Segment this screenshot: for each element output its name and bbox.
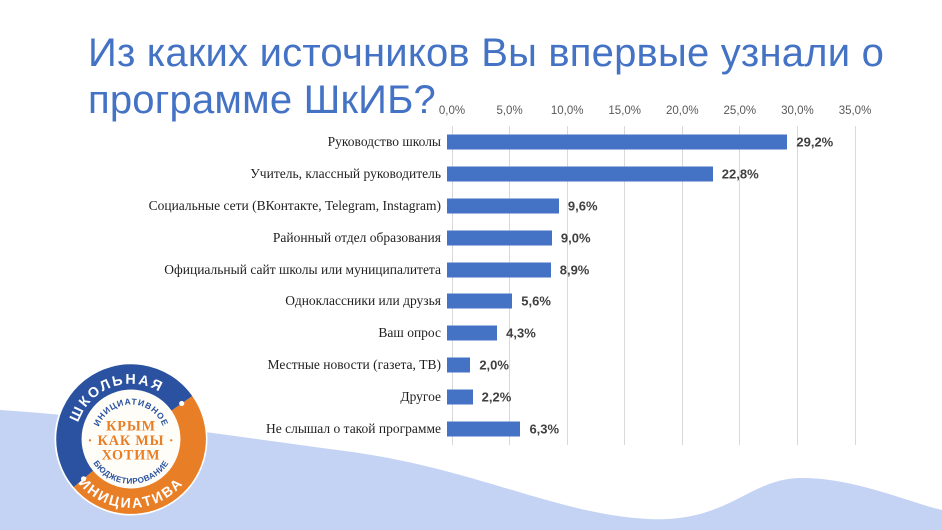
bar bbox=[447, 421, 521, 437]
category-label: Не слышал о такой программе bbox=[265, 421, 441, 437]
bar-track: 29,2% bbox=[447, 126, 855, 158]
category-label: Учитель, классный руководитель bbox=[250, 165, 441, 181]
value-label: 5,6% bbox=[521, 293, 551, 309]
bar bbox=[447, 198, 559, 214]
logo-ring-dot-left bbox=[80, 476, 87, 482]
value-label: 29,2% bbox=[796, 134, 834, 150]
chart-row: Ваш опрос 4,3% bbox=[0, 317, 855, 349]
value-label: 2,0% bbox=[479, 357, 509, 373]
value-label: 4,3% bbox=[506, 325, 536, 341]
x-axis-tick: 10,0% bbox=[550, 105, 584, 117]
chart-row: Одноклассники или друзья 5,6% bbox=[0, 286, 855, 318]
category-label: Ваш опрос bbox=[378, 325, 441, 341]
chart-row: Не слышал о такой программе 6,3% bbox=[0, 413, 855, 445]
value-label: 6,3% bbox=[529, 421, 560, 437]
gridline bbox=[681, 126, 683, 445]
category-label: Официальный сайт школы или муниципалитет… bbox=[164, 261, 441, 277]
page-title-line1: Из каких источников Вы впервые узнали о bbox=[88, 31, 885, 75]
gridline bbox=[854, 126, 856, 445]
chart-row: Учитель, классный руководитель 22,8% bbox=[0, 158, 855, 190]
x-axis-tick: 5,0% bbox=[496, 105, 523, 117]
logo-ring-blue bbox=[56, 364, 193, 488]
logo-center-line2: · КАК МЫ · bbox=[88, 433, 175, 449]
logo-ring-dot-right bbox=[179, 400, 185, 407]
x-axis: 0,0% 5,0% 10,0% 15,0% 20,0% 25,0% 30,0% 35,0% bbox=[439, 105, 871, 119]
bar bbox=[447, 293, 513, 309]
page-title: Из каких источников Вы впервые узнали о … bbox=[88, 30, 888, 124]
chart-rows: Руководство школы 29,2% Учитель, классный … bbox=[0, 126, 855, 445]
gridline bbox=[739, 126, 741, 445]
bar-track: 8,9% bbox=[447, 254, 855, 286]
x-axis-tick: 30,0% bbox=[781, 105, 814, 117]
bar-track: 5,6% bbox=[447, 286, 855, 318]
category-label: Местные новости (газета, ТВ) bbox=[267, 357, 441, 373]
x-axis-tick: 35,0% bbox=[838, 105, 872, 117]
bar-track: 4,3% bbox=[447, 317, 855, 349]
category-label: Социальные сети (ВКонтакте, Telegram, In… bbox=[148, 197, 441, 213]
bar bbox=[447, 134, 788, 150]
bar-track: 2,0% bbox=[447, 349, 855, 381]
logo-ring-orange bbox=[73, 396, 206, 514]
bar-track: 2,2% bbox=[447, 381, 855, 413]
gridline bbox=[509, 126, 511, 445]
bar bbox=[447, 262, 551, 278]
gridline bbox=[566, 126, 568, 445]
bar-track: 9,6% bbox=[447, 190, 855, 222]
gridline bbox=[624, 126, 626, 445]
value-label: 9,0% bbox=[560, 230, 591, 246]
value-label: 2,2% bbox=[481, 389, 512, 405]
value-label: 22,8% bbox=[721, 166, 759, 182]
logo: ШКОЛЬНАЯ ИНИЦИАТИВА ИНИЦИАТИВНОЕ БЮДЖЕТИ… bbox=[54, 362, 208, 516]
logo-inner-disc bbox=[81, 389, 181, 489]
logo-center-line3: ХОТИМ bbox=[102, 448, 161, 464]
page-title-line2: программе ШкИБ? bbox=[88, 78, 436, 122]
logo-center-line1: КРЫМ bbox=[106, 418, 156, 434]
chart-row: Социальные сети (ВКонтакте, Telegram, In… bbox=[0, 190, 855, 222]
x-axis-tick: 20,0% bbox=[665, 105, 699, 117]
value-label: 8,9% bbox=[559, 262, 590, 278]
x-axis-tick: 0,0% bbox=[438, 105, 466, 117]
bar bbox=[447, 357, 471, 373]
value-label: 9,6% bbox=[567, 198, 598, 214]
bar-track: 6,3% bbox=[447, 413, 855, 445]
category-label: Руководство школы bbox=[327, 133, 441, 149]
bar bbox=[447, 389, 473, 405]
chart-row: Районный отдел образования 9,0% bbox=[0, 222, 855, 254]
chart-row: Другое 2,2% bbox=[0, 381, 855, 413]
chart-row: Местные новости (газета, ТВ) 2,0% bbox=[0, 349, 855, 381]
bar-track: 22,8% bbox=[447, 158, 855, 190]
chart-row: Официальный сайт школы или муниципалитет… bbox=[0, 254, 855, 286]
bar bbox=[447, 325, 498, 341]
bar-track: 9,0% bbox=[447, 222, 855, 254]
chart-row: Руководство школы 29,2% bbox=[0, 126, 855, 158]
x-axis-tick: 15,0% bbox=[608, 105, 642, 117]
x-axis-tick: 25,0% bbox=[723, 105, 757, 117]
chart-plot-area bbox=[451, 126, 856, 445]
gridline bbox=[451, 126, 453, 445]
category-label: Районный отдел образования bbox=[272, 229, 441, 245]
gridline bbox=[796, 126, 798, 445]
category-label: Другое bbox=[400, 389, 441, 405]
bar bbox=[447, 230, 552, 246]
category-label: Одноклассники или друзья bbox=[285, 293, 441, 309]
bar bbox=[447, 166, 713, 182]
